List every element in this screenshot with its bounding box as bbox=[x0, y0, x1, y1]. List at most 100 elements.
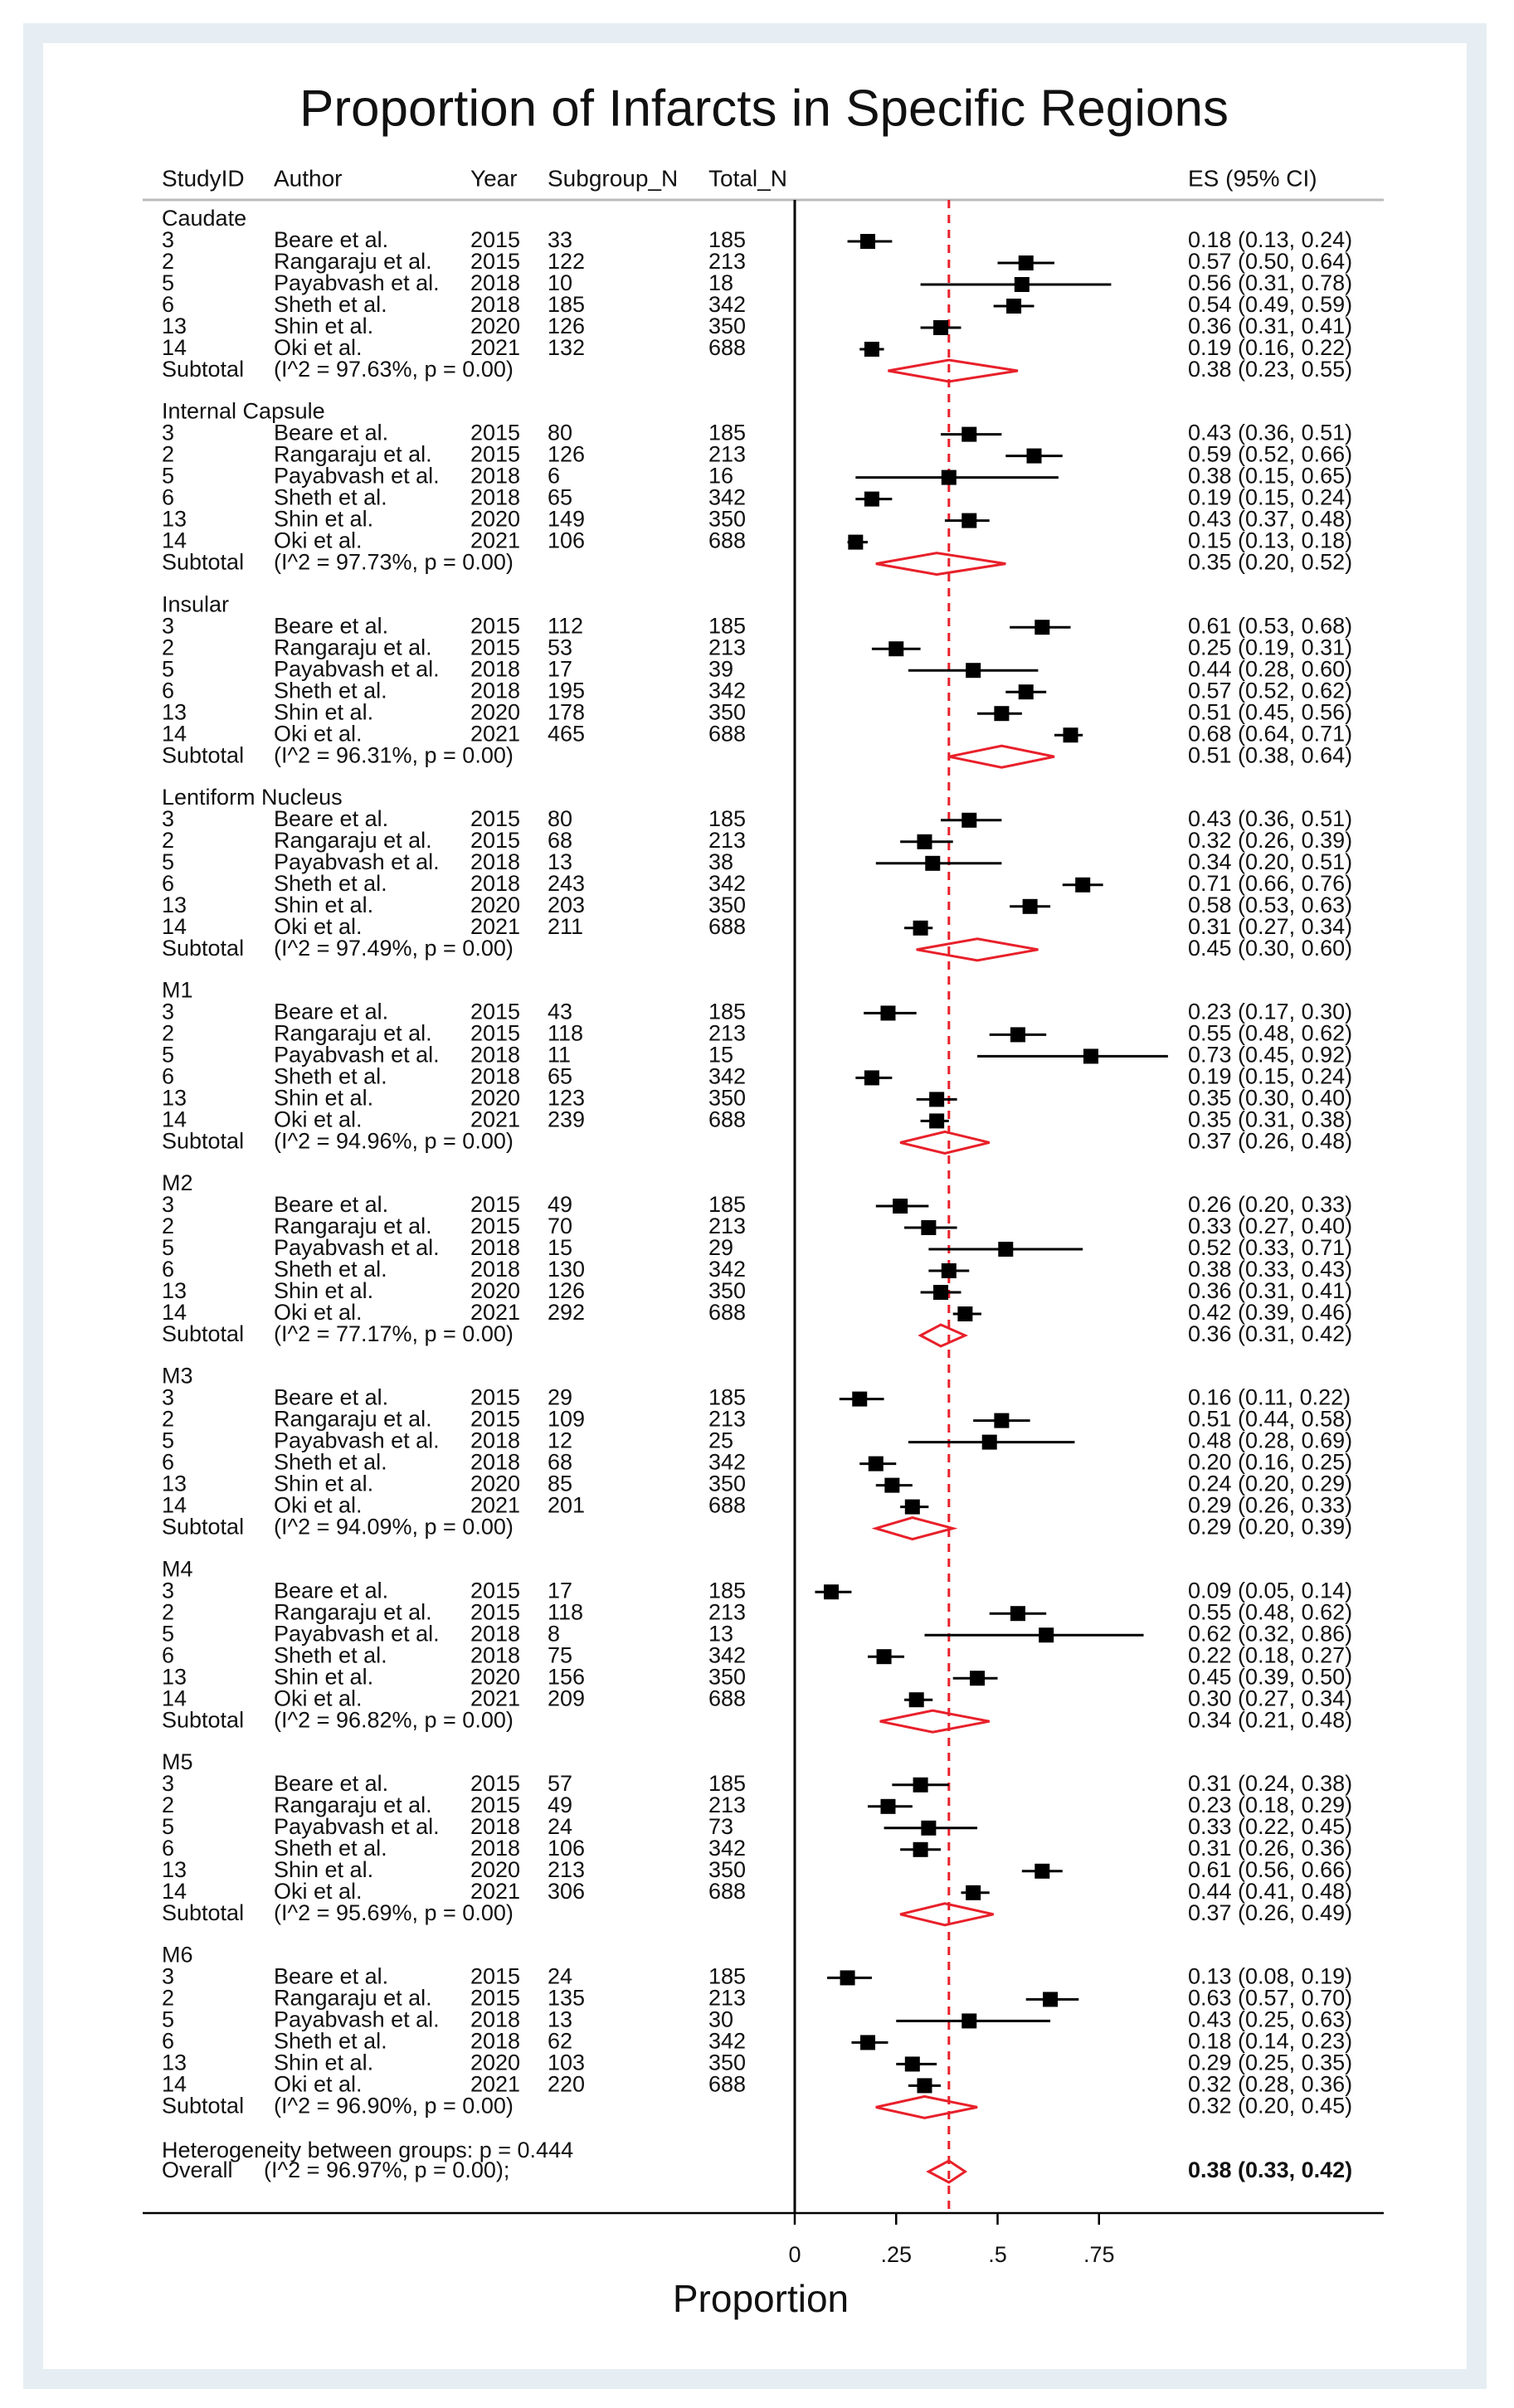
cell-total: 213 bbox=[708, 1793, 746, 1817]
cell-total: 342 bbox=[708, 1064, 746, 1089]
effect-square bbox=[957, 1306, 973, 1321]
ci-label: 0.18 (0.13, 0.24) bbox=[1188, 227, 1352, 252]
subtotal-label: Subtotal bbox=[162, 1515, 244, 1540]
cell-year: 2021 bbox=[470, 528, 520, 553]
ci-label: 0.55 (0.48, 0.62) bbox=[1188, 1021, 1352, 1046]
cell-year: 2021 bbox=[470, 2072, 520, 2097]
group-label: M6 bbox=[162, 1943, 193, 1968]
cell-year: 2018 bbox=[470, 1043, 520, 1068]
cell-id: 6 bbox=[162, 1836, 174, 1861]
subtotal-stat: (I^2 = 96.31%, p = 0.00) bbox=[274, 742, 514, 767]
effect-square bbox=[860, 234, 876, 249]
cell-n: 80 bbox=[548, 421, 572, 445]
effect-square bbox=[888, 641, 904, 657]
effect-square bbox=[929, 1092, 945, 1107]
ci-label: 0.26 (0.20, 0.33) bbox=[1188, 1192, 1352, 1217]
ci-label: 0.31 (0.24, 0.38) bbox=[1188, 1771, 1352, 1796]
subtotal-label: Subtotal bbox=[162, 1321, 244, 1346]
ci-label: 0.43 (0.37, 0.48) bbox=[1188, 507, 1352, 532]
cell-year: 2021 bbox=[470, 721, 520, 746]
ci-label: 0.31 (0.27, 0.34) bbox=[1188, 914, 1352, 939]
cell-id: 14 bbox=[162, 1879, 187, 1904]
cell-year: 2018 bbox=[470, 464, 520, 489]
subtotal-label: Subtotal bbox=[162, 742, 244, 767]
cell-n: 130 bbox=[548, 1257, 585, 1282]
cell-id: 14 bbox=[162, 335, 187, 360]
cell-n: 185 bbox=[548, 292, 585, 317]
effect-square bbox=[933, 1285, 949, 1300]
cell-total: 350 bbox=[708, 1664, 746, 1689]
ci-label: 0.57 (0.50, 0.64) bbox=[1188, 249, 1352, 274]
cell-author: Rangaraju et al. bbox=[274, 635, 432, 659]
cell-n: 75 bbox=[548, 1642, 572, 1667]
effect-square bbox=[966, 663, 981, 679]
cell-total: 350 bbox=[708, 1857, 746, 1882]
cell-author: Rangaraju et al. bbox=[274, 442, 432, 467]
pooled-diamond bbox=[888, 358, 1019, 383]
effect-square bbox=[1063, 727, 1078, 743]
cell-id: 2 bbox=[162, 1407, 174, 1432]
cell-total: 213 bbox=[708, 1986, 746, 2011]
group-label: M1 bbox=[162, 978, 193, 1003]
cell-year: 2021 bbox=[470, 1493, 520, 1518]
effect-square bbox=[1010, 1606, 1025, 1622]
cell-id: 13 bbox=[162, 1278, 187, 1303]
cell-n: 43 bbox=[548, 1000, 572, 1024]
subtotal-label: Subtotal bbox=[162, 550, 244, 575]
cell-n: 243 bbox=[548, 871, 585, 896]
cell-id: 5 bbox=[162, 270, 174, 295]
cell-total: 185 bbox=[708, 806, 746, 831]
cell-year: 2018 bbox=[470, 1257, 520, 1282]
cell-year: 2021 bbox=[470, 335, 520, 360]
cell-id: 6 bbox=[162, 1642, 174, 1667]
cell-id: 5 bbox=[162, 1428, 174, 1453]
cell-total: 350 bbox=[708, 699, 746, 724]
ci-label: 0.24 (0.20, 0.29) bbox=[1188, 1472, 1352, 1496]
cell-id: 13 bbox=[162, 2050, 187, 2075]
effect-square bbox=[1010, 1027, 1025, 1043]
ci-label: 0.43 (0.25, 0.63) bbox=[1188, 2007, 1352, 2032]
effect-square bbox=[864, 1070, 879, 1086]
cell-author: Oki et al. bbox=[274, 2072, 363, 2097]
x-tick-label: 0 bbox=[788, 2242, 801, 2267]
cell-year: 2015 bbox=[470, 1407, 520, 1432]
cell-total: 73 bbox=[708, 1814, 733, 1839]
ci-label: 0.42 (0.39, 0.46) bbox=[1188, 1300, 1352, 1325]
ci-label: 0.29 (0.20, 0.39) bbox=[1188, 1515, 1352, 1540]
cell-year: 2018 bbox=[470, 1642, 520, 1667]
cell-n: 126 bbox=[548, 442, 585, 467]
cell-author: Shin et al. bbox=[274, 314, 373, 338]
cell-id: 3 bbox=[162, 613, 174, 638]
cell-n: 195 bbox=[548, 678, 585, 703]
cell-year: 2015 bbox=[470, 1000, 520, 1024]
subtotal-label: Subtotal bbox=[162, 1129, 244, 1154]
cell-year: 2015 bbox=[470, 1021, 520, 1046]
cell-year: 2015 bbox=[470, 1964, 520, 1989]
ci-label: 0.58 (0.53, 0.63) bbox=[1188, 893, 1352, 917]
cell-total: 688 bbox=[708, 528, 746, 553]
ci-label: 0.44 (0.41, 0.48) bbox=[1188, 1879, 1352, 1904]
cell-year: 2018 bbox=[470, 1450, 520, 1475]
effect-square bbox=[1034, 1863, 1050, 1879]
effect-square bbox=[921, 1220, 937, 1235]
ci-label: 0.19 (0.15, 0.24) bbox=[1188, 485, 1352, 510]
cell-author: Beare et al. bbox=[274, 421, 388, 445]
cell-total: 185 bbox=[708, 1385, 746, 1410]
cell-author: Sheth et al. bbox=[274, 292, 387, 317]
cell-total: 213 bbox=[708, 1599, 746, 1624]
cell-n: 118 bbox=[548, 1021, 583, 1046]
ci-label: 0.33 (0.22, 0.45) bbox=[1188, 1814, 1352, 1839]
cell-author: Rangaraju et al. bbox=[274, 828, 432, 853]
cell-id: 2 bbox=[162, 1021, 174, 1046]
cell-n: 220 bbox=[548, 2072, 585, 2097]
cell-n: 68 bbox=[548, 828, 572, 853]
cell-year: 2018 bbox=[470, 1814, 520, 1839]
ci-label: 0.38 (0.33, 0.43) bbox=[1188, 1257, 1352, 1282]
cell-author: Beare et al. bbox=[274, 1578, 388, 1603]
ci-label: 0.51 (0.45, 0.56) bbox=[1188, 699, 1352, 724]
ci-label: 0.51 (0.44, 0.58) bbox=[1188, 1407, 1352, 1432]
ci-label: 0.52 (0.33, 0.71) bbox=[1188, 1235, 1352, 1260]
cell-total: 350 bbox=[708, 1472, 746, 1496]
cell-n: 11 bbox=[548, 1043, 571, 1068]
